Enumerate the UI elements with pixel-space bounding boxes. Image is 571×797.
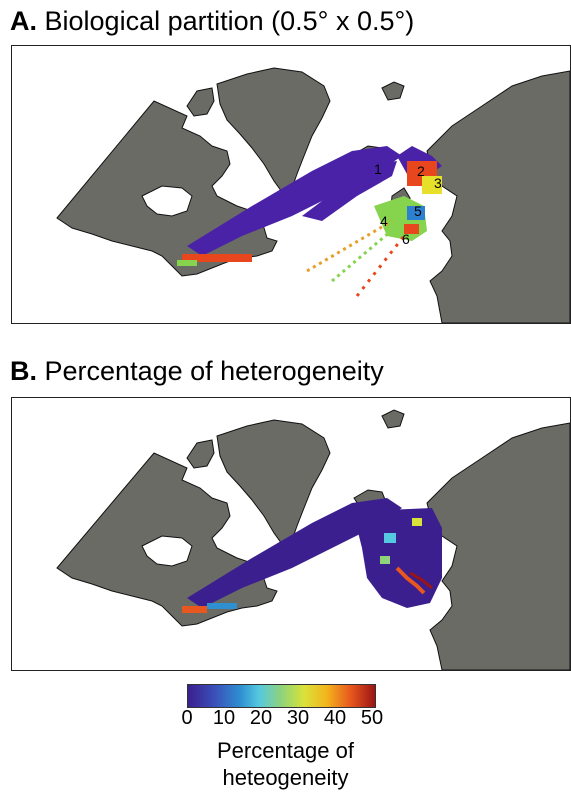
colorbar-tick-0: 0	[181, 707, 193, 729]
landmass-arctic-islands	[186, 87, 215, 117]
colorbar	[187, 684, 376, 708]
landmass-europe	[426, 422, 570, 670]
panel-a-title: A. Biological partition (0.5° x 0.5°)	[10, 6, 414, 37]
colorbar-label-line2: heteogeneity	[222, 765, 349, 790]
landmass-svalbard	[381, 409, 405, 429]
colorbar-tick-10: 10	[212, 707, 236, 729]
region-label-4: 4	[380, 213, 388, 229]
coast-hotspot	[182, 606, 207, 613]
scatter-trail-1	[306, 219, 393, 273]
heterogeneity-yellow-patch	[412, 518, 422, 526]
region-label-6: 6	[402, 231, 410, 247]
coast-patch-red	[182, 254, 252, 262]
landmass-europe	[426, 70, 570, 323]
panel-b-title-text: Percentage of heterogeneity	[44, 356, 384, 386]
landmass-greenland	[216, 419, 331, 545]
partition-1-band-2	[302, 161, 397, 221]
coast-cool	[207, 603, 237, 609]
region-label-3: 3	[434, 175, 442, 191]
heterogeneity-europe-shelf	[357, 508, 442, 608]
panel-a-title-text: Biological partition (0.5° x 0.5°)	[44, 6, 415, 36]
partition-6-patch	[404, 224, 419, 234]
hudson-bay	[141, 185, 193, 217]
landmass-arctic-islands	[186, 439, 215, 469]
map-a-svg: 1 23 4 56	[56, 67, 570, 323]
heterogeneity-hotspot	[395, 566, 426, 595]
landmass-greenland	[216, 67, 331, 193]
partition-1-band	[187, 146, 402, 256]
region-label-5: 5	[414, 203, 422, 219]
heterogeneity-cyan-patch	[384, 533, 396, 543]
colorbar-label-line1: Percentage of	[217, 738, 354, 763]
colorbar-tick-50: 50	[360, 707, 384, 729]
hudson-bay	[141, 535, 193, 567]
heterogeneity-green-patch	[380, 556, 390, 564]
partition-5-patch	[407, 206, 425, 220]
landmass-svalbard	[381, 81, 405, 101]
colorbar-tick-20: 20	[249, 707, 273, 729]
region-label-1: 1	[374, 161, 382, 177]
heterogeneity-band-main	[187, 498, 402, 608]
map-b-svg	[56, 409, 570, 670]
colorbar-tick-30: 30	[286, 707, 310, 729]
heterogeneity-overlay	[182, 498, 442, 613]
coast-patch-green	[177, 260, 197, 266]
panel-b-letter: B.	[10, 356, 37, 386]
panel-b-title: B. Percentage of heterogeneity	[10, 356, 384, 387]
map-panel-b	[11, 397, 571, 671]
scatter-trail-3	[355, 235, 406, 297]
region-labels: 1 23 4 56	[374, 161, 442, 247]
panel-a-letter: A.	[10, 6, 37, 36]
heterogeneity-hotspot-2	[409, 571, 433, 590]
colorbar-tick-40: 40	[323, 707, 347, 729]
scatter-trail-2	[331, 224, 398, 283]
partition-3-patch	[422, 176, 442, 194]
region-label-2: 2	[417, 163, 425, 179]
partition-overlay	[177, 146, 442, 297]
